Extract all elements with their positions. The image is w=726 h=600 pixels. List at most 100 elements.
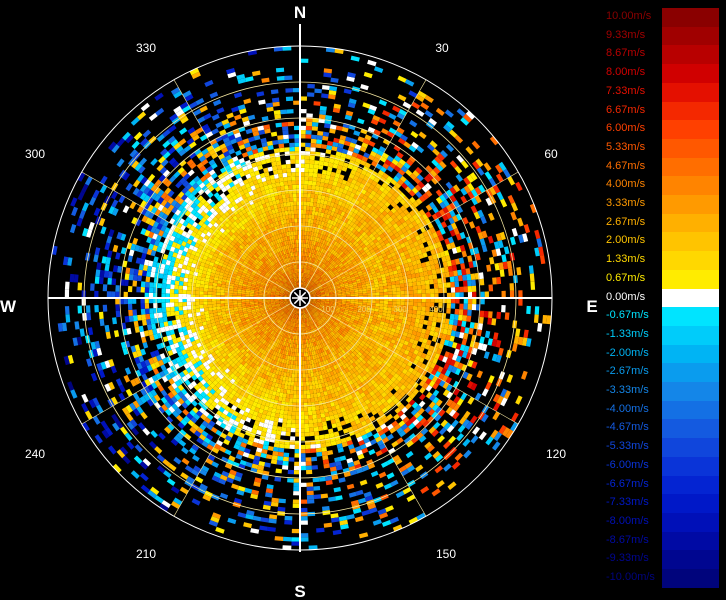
velocity-cell [355,258,361,263]
velocity-cell [344,233,350,239]
velocity-cell [376,149,384,157]
velocity-cell [317,417,322,423]
velocity-cell [303,247,306,253]
velocity-cell [310,440,316,445]
velocity-cell [317,233,321,239]
velocity-cell [306,482,314,487]
velocity-cell [432,148,440,156]
velocity-cell [340,211,346,217]
velocity-cell [507,194,515,204]
velocity-cell [300,516,308,521]
velocity-cell [312,122,319,127]
velocity-cell [311,253,315,259]
velocity-cell [312,267,316,272]
velocity-cell [347,102,356,109]
velocity-cell [392,191,400,199]
velocity-cell [340,152,347,159]
velocity-cell [411,101,421,110]
velocity-cell [322,285,327,288]
velocity-cell [305,256,308,261]
velocity-cell [304,360,307,365]
velocity-cell [427,222,434,229]
velocity-cell [339,271,344,275]
velocity-cell [403,141,412,149]
velocity-cell [314,160,320,165]
velocity-cell [330,265,335,270]
velocity-cell [310,193,315,199]
velocity-cell [288,377,292,382]
velocity-cell [280,405,285,411]
velocity-cell [367,220,373,226]
velocity-cell [300,537,309,542]
velocity-cell [335,168,342,175]
velocity-cell [332,261,337,266]
velocity-cell [291,377,295,382]
velocity-cell [327,257,331,262]
velocity-cell [383,285,388,290]
velocity-cell [389,188,396,195]
velocity-cell [335,222,340,228]
velocity-cell [342,254,347,259]
velocity-cell [378,117,387,125]
velocity-cell [306,269,310,274]
velocity-cell [304,159,310,164]
velocity-cell [389,225,396,232]
velocity-cell [438,209,446,217]
velocity-cell [412,305,418,311]
velocity-cell [308,210,313,215]
velocity-cell [335,253,340,258]
velocity-cell [312,277,316,282]
velocity-cell [355,205,362,211]
velocity-cell [303,282,306,287]
velocity-cell [324,433,330,439]
velocity-cell [378,146,387,153]
velocity-cell [371,261,377,266]
velocity-cell [446,204,453,212]
velocity-cell [317,251,321,256]
velocity-cell [306,278,309,283]
velocity-cell [336,260,341,265]
velocity-cell [322,425,328,431]
velocity-cell [357,239,363,245]
velocity-cell [367,208,373,215]
velocity-cell [371,133,380,140]
velocity-cell [424,110,434,118]
velocity-cell [307,284,311,289]
velocity-cell [416,310,422,315]
velocity-cell [326,201,332,207]
velocity-cell [348,124,356,131]
velocity-cell [358,234,364,240]
velocity-cell [427,320,433,326]
velocity-cell [319,156,325,162]
velocity-cell [422,192,430,200]
velocity-cell [316,451,323,457]
velocity-cell [367,263,373,268]
velocity-cell [333,241,338,246]
velocity-cell [315,185,320,191]
velocity-cell [387,216,394,223]
velocity-cell [304,419,309,424]
velocity-cell [409,203,416,211]
velocity-cell [394,130,403,138]
velocity-cell [501,290,506,298]
velocity-cell [449,202,457,210]
velocity-cell [302,377,306,382]
velocity-cell [456,205,464,214]
velocity-cell [337,238,342,244]
velocity-cell [278,413,284,419]
velocity-cell [356,211,362,217]
velocity-cell [308,415,313,420]
velocity-cell [495,173,504,183]
velocity-cell [381,182,388,189]
velocity-cell [334,208,340,214]
velocity-cell [394,232,400,238]
velocity-cell [322,131,330,137]
velocity-cell [308,285,312,289]
velocity-cell [331,239,336,245]
velocity-cell [383,179,391,186]
velocity-cell [421,289,426,294]
velocity-cell [303,352,307,357]
velocity-cell [415,276,421,282]
velocity-cell [313,486,321,491]
velocity-cell [308,248,311,253]
